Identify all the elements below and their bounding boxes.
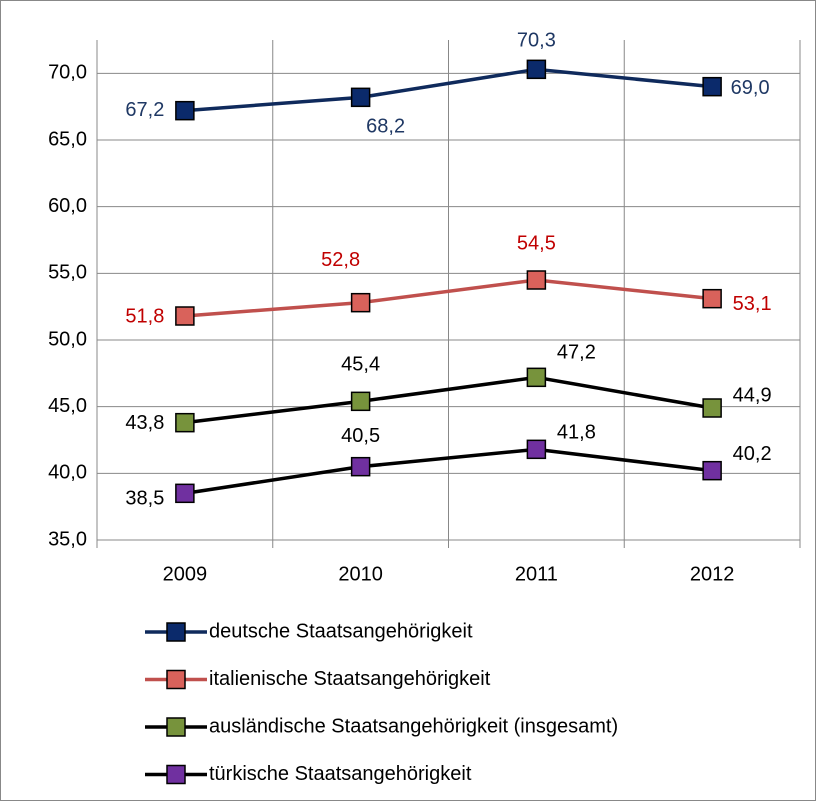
y-tick-label: 65,0 bbox=[48, 128, 87, 150]
x-tick-label: 2011 bbox=[515, 563, 558, 585]
data-label: 47,2 bbox=[557, 342, 596, 364]
y-tick-label: 45,0 bbox=[48, 395, 87, 417]
legend-label: ausländische Staatsangehörigkeit (insges… bbox=[209, 715, 618, 737]
data-label: 53,1 bbox=[733, 293, 772, 315]
legend-label: türkische Staatsangehörigkeit bbox=[209, 763, 472, 785]
data-label: 43,8 bbox=[125, 412, 164, 434]
data-label: 51,8 bbox=[125, 305, 164, 327]
marker bbox=[702, 460, 722, 481]
data-label: 52,8 bbox=[321, 249, 360, 271]
marker bbox=[702, 398, 722, 418]
series-line bbox=[184, 67, 713, 113]
marker bbox=[350, 87, 371, 108]
marker bbox=[526, 59, 547, 80]
x-tick-label: 2009 bbox=[163, 563, 208, 585]
marker bbox=[175, 483, 195, 504]
legend-marker bbox=[166, 764, 186, 785]
data-label: 54,5 bbox=[517, 232, 556, 254]
y-tick-label: 35,0 bbox=[48, 528, 87, 550]
data-label: 68,2 bbox=[366, 116, 405, 138]
legend-label: italienische Staatsangehörigkeit bbox=[209, 668, 491, 690]
y-tick-label: 60,0 bbox=[48, 195, 87, 217]
marker bbox=[350, 456, 371, 477]
data-label: 67,2 bbox=[125, 99, 164, 121]
data-label: 69,0 bbox=[731, 77, 770, 99]
series-line bbox=[184, 375, 713, 425]
x-tick-label: 2010 bbox=[338, 563, 383, 585]
legend-marker bbox=[166, 717, 186, 737]
marker bbox=[702, 76, 722, 97]
x-tick-label: 2012 bbox=[690, 563, 735, 585]
data-label: 40,2 bbox=[733, 443, 772, 465]
y-tick-label: 40,0 bbox=[48, 462, 87, 484]
marker bbox=[526, 270, 547, 290]
marker bbox=[526, 367, 547, 388]
data-label: 45,4 bbox=[341, 354, 380, 376]
data-label: 44,9 bbox=[733, 384, 772, 406]
legend-marker bbox=[166, 669, 186, 690]
data-label: 38,5 bbox=[125, 488, 164, 510]
data-label: 70,3 bbox=[517, 30, 556, 52]
marker bbox=[175, 100, 195, 121]
y-tick-label: 55,0 bbox=[48, 262, 87, 284]
marker bbox=[175, 412, 195, 433]
legend-label: deutsche Staatsangehörigkeit bbox=[209, 620, 473, 642]
y-tick-label: 50,0 bbox=[48, 328, 87, 350]
data-label: 40,5 bbox=[341, 425, 380, 447]
series-line bbox=[184, 278, 713, 318]
series-line bbox=[184, 447, 713, 496]
marker bbox=[350, 391, 371, 412]
marker bbox=[350, 292, 371, 313]
legend-marker bbox=[166, 622, 186, 642]
y-tick-label: 70,0 bbox=[48, 62, 87, 84]
marker bbox=[175, 306, 195, 326]
data-label: 41,8 bbox=[557, 422, 596, 444]
marker bbox=[702, 288, 722, 309]
marker bbox=[526, 439, 547, 460]
